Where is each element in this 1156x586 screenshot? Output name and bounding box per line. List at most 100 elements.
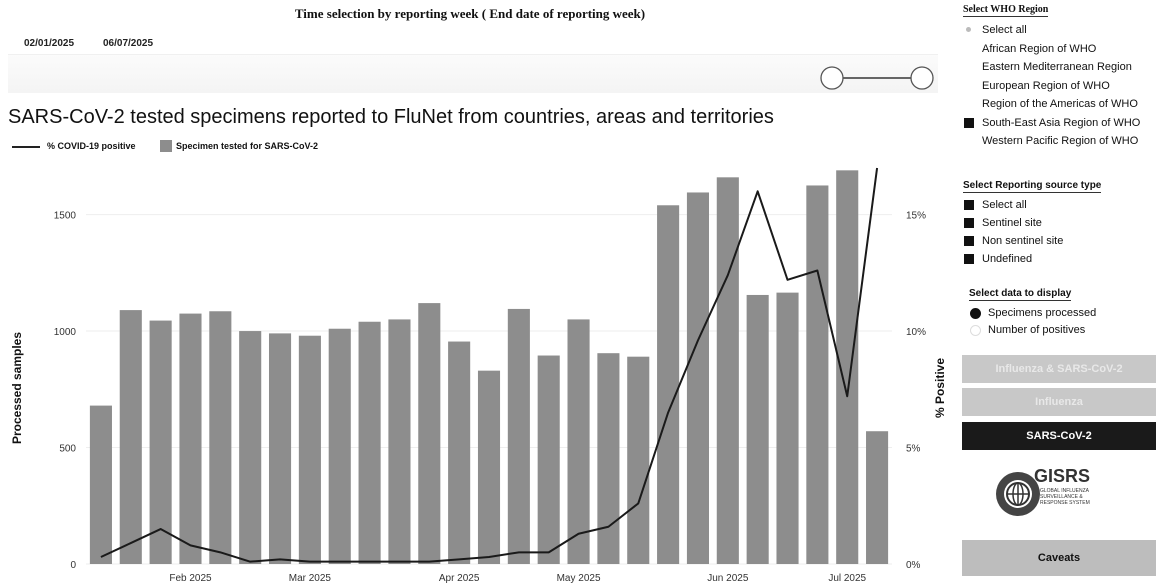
line-point[interactable] <box>367 559 373 565</box>
y-axis-right-title: % Positive <box>933 358 945 418</box>
line-point[interactable] <box>755 188 761 194</box>
source-option[interactable]: Undefined <box>962 251 1152 267</box>
legend-line-swatch <box>12 146 40 148</box>
line-point[interactable] <box>187 542 193 548</box>
bar[interactable] <box>537 355 560 564</box>
bar[interactable] <box>179 313 202 564</box>
logo-line1: GLOBAL INFLUENZA <box>1040 488 1090 494</box>
option-label: Sentinel site <box>982 217 1042 229</box>
line-point[interactable] <box>695 337 701 343</box>
influenza-sars-button[interactable]: Influenza & SARS-CoV-2 <box>962 355 1156 383</box>
bar[interactable] <box>686 192 710 564</box>
region-option[interactable]: Western Pacific Region of WHO <box>962 133 1152 149</box>
line-point[interactable] <box>307 559 313 565</box>
line-point[interactable] <box>396 559 402 565</box>
line-point[interactable] <box>874 165 880 171</box>
line-point[interactable] <box>426 559 432 565</box>
option-label: Number of positives <box>988 324 1086 336</box>
source-option[interactable]: Select all <box>962 197 1152 213</box>
line-point[interactable] <box>128 540 134 546</box>
bar[interactable] <box>657 205 680 565</box>
legend-line-label[interactable]: % COVID-19 positive <box>47 141 136 151</box>
option-label: South-East Asia Region of WHO <box>982 116 1141 129</box>
bar[interactable] <box>776 292 799 564</box>
line-point[interactable] <box>98 554 104 560</box>
date-range-slider[interactable] <box>818 64 936 92</box>
line-point[interactable] <box>546 549 552 555</box>
line-point[interactable] <box>814 267 820 273</box>
bar[interactable] <box>836 170 859 564</box>
option-label: Select all <box>982 24 1027 36</box>
bar[interactable] <box>507 308 530 564</box>
line-point[interactable] <box>516 549 522 555</box>
bar[interactable] <box>627 356 650 564</box>
slider-end-handle[interactable] <box>910 66 934 90</box>
bar[interactable] <box>239 331 262 564</box>
bar[interactable] <box>149 320 172 564</box>
display-option[interactable]: Number of positives <box>968 322 1156 338</box>
bar[interactable] <box>89 405 112 564</box>
end-date[interactable]: 06/07/2025 <box>103 38 154 49</box>
slider-start-handle[interactable] <box>820 66 844 90</box>
bar[interactable] <box>119 310 142 564</box>
y-tick-label: 500 <box>59 444 76 455</box>
region-option[interactable]: Region of the Americas of WHO <box>962 96 1152 112</box>
bar[interactable] <box>298 335 321 564</box>
option-label: European Region of WHO <box>982 79 1110 92</box>
region-option[interactable]: Eastern Mediterranean Region <box>962 59 1152 75</box>
line-point[interactable] <box>247 559 253 565</box>
bar[interactable] <box>448 341 471 564</box>
bar[interactable] <box>418 303 441 564</box>
bar[interactable] <box>268 333 292 564</box>
line-point[interactable] <box>665 410 671 416</box>
x-tick-label: Feb 2025 <box>169 573 212 584</box>
line-point[interactable] <box>486 554 492 560</box>
region-option[interactable]: Select all <box>962 22 1152 38</box>
bar[interactable] <box>866 431 889 564</box>
line-point[interactable] <box>635 500 641 506</box>
y-right-tick-label: 5% <box>906 444 921 455</box>
bar[interactable] <box>567 319 590 564</box>
line-point[interactable] <box>725 272 731 278</box>
region-option[interactable]: South-East Asia Region of WHO <box>962 115 1152 131</box>
source-option[interactable]: Non sentinel site <box>962 233 1152 249</box>
bar[interactable] <box>597 353 620 564</box>
legend-bar-label[interactable]: Specimen tested for SARS-CoV-2 <box>176 141 319 151</box>
start-date[interactable]: 02/01/2025 <box>24 38 75 49</box>
source-filter-title: Select Reporting source type <box>963 180 1102 193</box>
bar[interactable] <box>209 311 232 564</box>
option-label: Select all <box>982 199 1027 211</box>
source-option[interactable]: Sentinel site <box>962 215 1152 231</box>
display-option[interactable]: Specimens processed <box>968 305 1156 321</box>
option-label: Western Pacific Region of WHO <box>982 135 1139 147</box>
bar-series <box>89 170 889 565</box>
line-point[interactable] <box>337 559 343 565</box>
bar[interactable] <box>358 321 381 564</box>
region-option[interactable]: European Region of WHO <box>962 78 1152 94</box>
bar[interactable] <box>388 319 411 564</box>
line-point[interactable] <box>456 556 462 562</box>
line-point[interactable] <box>277 556 283 562</box>
line-point[interactable] <box>785 277 791 283</box>
line-point[interactable] <box>217 549 223 555</box>
bar[interactable] <box>806 185 829 564</box>
bar[interactable] <box>746 294 769 564</box>
influenza-button[interactable]: Influenza <box>962 388 1156 416</box>
line-path <box>100 167 879 563</box>
bar[interactable] <box>477 370 501 564</box>
bar[interactable] <box>328 328 351 564</box>
time-range-band <box>8 54 938 93</box>
line-point[interactable] <box>576 531 582 537</box>
checkbox-icon <box>964 236 974 246</box>
line-point[interactable] <box>844 393 850 399</box>
y-tick-label: 0 <box>70 560 76 571</box>
sars-cov-2-button[interactable]: SARS-CoV-2 <box>962 422 1156 450</box>
bar[interactable] <box>716 177 739 565</box>
line-point[interactable] <box>605 524 611 530</box>
caveats-button[interactable]: Caveats <box>962 540 1156 576</box>
logo-line2: SURVEILLANCE & <box>1040 494 1083 500</box>
line-point[interactable] <box>158 526 164 532</box>
option-label: Eastern Mediterranean Region <box>982 61 1132 73</box>
y-tick-label: 1000 <box>54 327 77 338</box>
region-option[interactable]: African Region of WHO <box>962 41 1152 57</box>
